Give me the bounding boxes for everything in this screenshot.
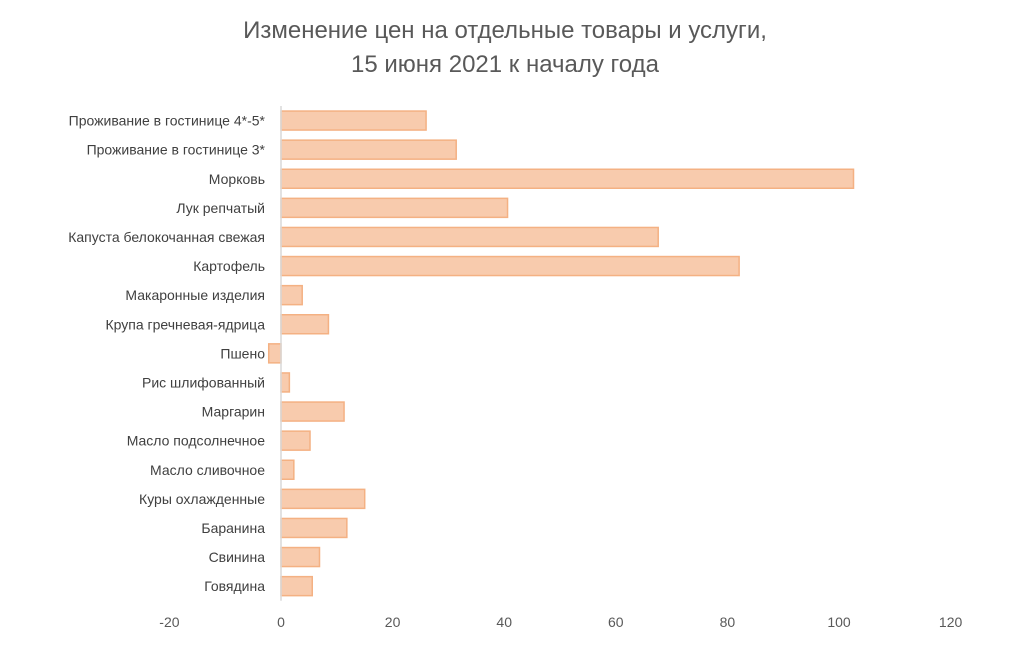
category-label: Макаронные изделия bbox=[125, 287, 265, 303]
x-tick-label: 0 bbox=[277, 614, 285, 630]
category-label: Масло подсолнечное bbox=[127, 433, 266, 449]
category-label: Говядина bbox=[204, 578, 265, 594]
chart-title-line-1: Изменение цен на отдельные товары и услу… bbox=[243, 17, 767, 44]
category-labels: Проживание в гостинице 4*-5* Проживание в… bbox=[68, 113, 265, 595]
chart-title-line-2: 15 июня 2021 к началу года bbox=[351, 51, 659, 78]
x-tick-label: 60 bbox=[608, 614, 624, 630]
category-label: Рис шлифованный bbox=[142, 374, 265, 390]
bar bbox=[280, 110, 427, 131]
category-label: Маргарин bbox=[202, 404, 265, 420]
category-label: Пшено bbox=[220, 345, 265, 361]
category-label: Морковь bbox=[209, 171, 265, 187]
chart-title: Изменение цен на отдельные товары и услу… bbox=[0, 14, 1010, 82]
category-label: Баранина bbox=[201, 520, 265, 536]
bar bbox=[280, 372, 291, 393]
bar bbox=[280, 488, 366, 510]
x-tick-label: 20 bbox=[385, 614, 401, 630]
bar bbox=[280, 255, 740, 277]
bar bbox=[280, 430, 311, 451]
x-tick-label: 80 bbox=[720, 614, 736, 630]
category-label: Картофель bbox=[193, 258, 265, 274]
category-label: Крупа гречневая-ядрица bbox=[105, 316, 265, 332]
bar bbox=[280, 226, 659, 248]
bar bbox=[280, 168, 855, 189]
category-label: Куры охлажденные bbox=[139, 491, 265, 507]
bar bbox=[280, 575, 313, 597]
bars-layer bbox=[267, 110, 855, 597]
bar bbox=[267, 343, 282, 364]
bar bbox=[280, 459, 295, 480]
category-label: Проживание в гостинице 3* bbox=[87, 142, 266, 158]
x-tick-label: -20 bbox=[159, 614, 179, 630]
bar bbox=[280, 546, 321, 568]
x-tick-label: 100 bbox=[827, 614, 851, 630]
category-label: Масло сливочное bbox=[150, 462, 265, 478]
x-tick-label: 40 bbox=[496, 614, 512, 630]
bar bbox=[280, 284, 303, 306]
bar bbox=[280, 314, 330, 335]
category-label: Лук репчатый bbox=[176, 200, 265, 216]
bar bbox=[280, 197, 509, 219]
category-label: Проживание в гостинице 4*-5* bbox=[69, 113, 266, 129]
x-tick-label: 120 bbox=[939, 614, 963, 630]
bar bbox=[280, 401, 345, 422]
bar bbox=[280, 139, 457, 160]
x-tick-labels: -20 0 20 40 60 80 100 120 bbox=[159, 614, 962, 630]
bar bbox=[280, 517, 348, 539]
category-label: Свинина bbox=[209, 549, 266, 565]
category-label: Капуста белокочанная свежая bbox=[68, 229, 265, 245]
